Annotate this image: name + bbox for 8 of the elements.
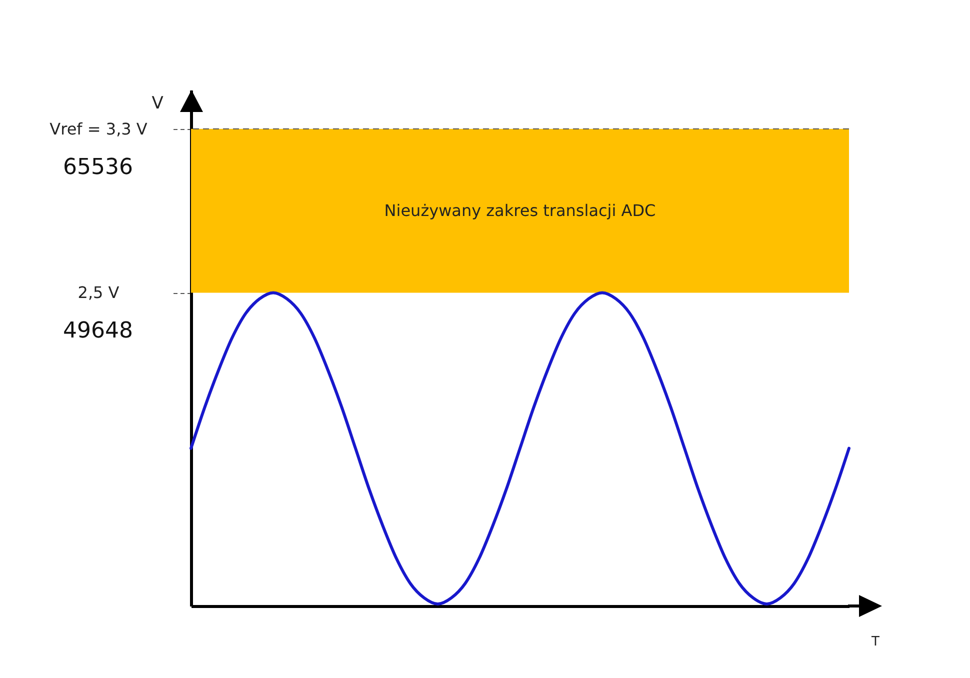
band-label: Nieużywany zakres translacji ADC xyxy=(384,200,656,220)
text: 49648 xyxy=(63,318,133,344)
line-series xyxy=(190,291,850,606)
text: 65536 xyxy=(63,154,133,180)
y-axis-title: V xyxy=(152,94,164,114)
y-tick-label: 2,5 V xyxy=(78,283,120,302)
x-axis-title: T xyxy=(870,634,880,650)
y-tick-label: Vref = 3,3 V xyxy=(50,119,148,138)
